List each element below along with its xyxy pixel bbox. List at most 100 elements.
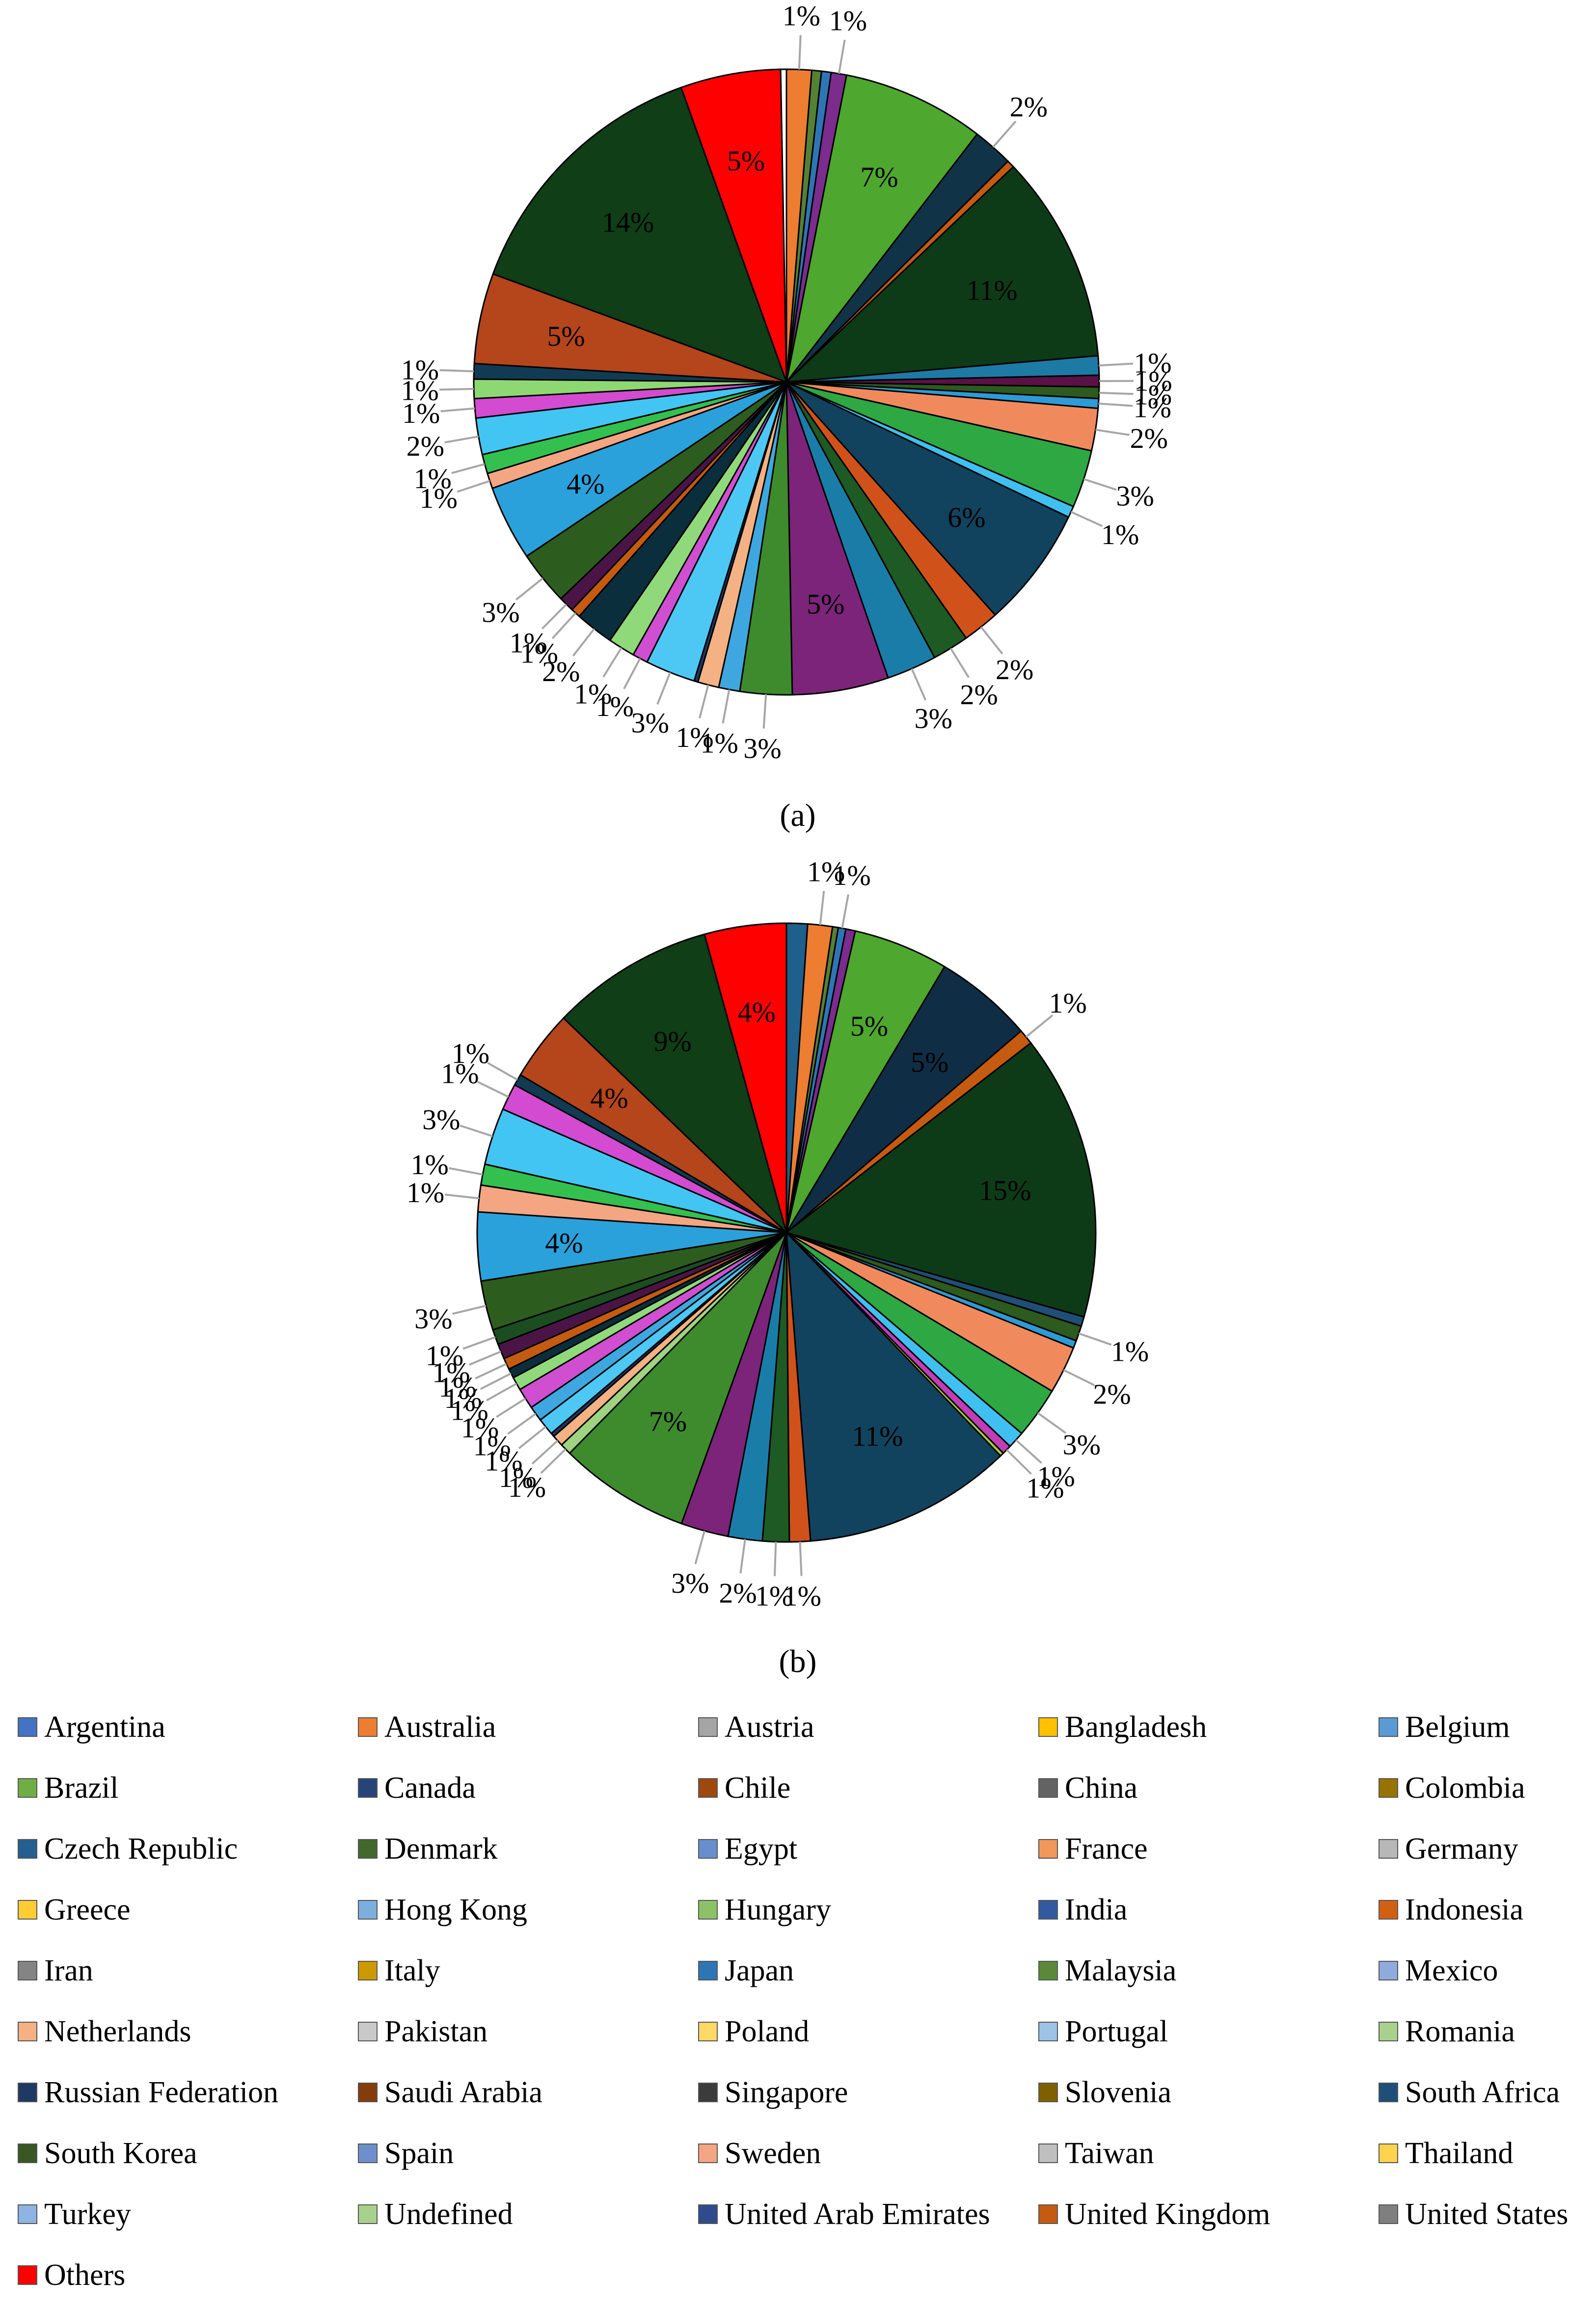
pie-a-slice-39 (492, 86, 788, 384)
pie-a-leader-16 (980, 626, 1003, 655)
legend-label: Brazil (44, 1771, 119, 1805)
legend-label: Austria (725, 1710, 814, 1744)
pie-a-slice-38 (473, 273, 787, 383)
pie-b-label-40: 1% (452, 1038, 489, 1070)
pie-b-slice-22 (568, 1232, 787, 1525)
pie-a-leader-32 (457, 480, 490, 493)
pie-b-label-37: 1% (410, 1149, 448, 1181)
legend-swatch (18, 2265, 37, 2285)
pie-a-slice-7 (784, 165, 1099, 383)
pie-a-label-36: 1% (401, 374, 439, 406)
legend-label: Singapore (725, 2076, 848, 2109)
legend-item: Romania (1379, 2001, 1596, 2062)
legend-item: Mexico (1379, 1940, 1596, 2001)
pie-b-leader-31 (475, 1363, 507, 1379)
legend-label: Egypt (725, 1832, 798, 1866)
legend-item: Czech Republic (18, 1818, 358, 1879)
legend-item: Canada (358, 1758, 698, 1818)
pie-b-label-43: 4% (738, 996, 776, 1028)
pie-a-slice-40 (680, 68, 787, 383)
pie-b-label-34: 3% (414, 1303, 452, 1335)
pie-a-label-30: 3% (482, 596, 519, 628)
legend-item: South Africa (1379, 2062, 1596, 2123)
legend-item: Others (18, 2245, 358, 2306)
legend-swatch (1379, 2204, 1398, 2224)
pie-b-slice-17 (785, 1230, 1002, 1542)
pie-b-label-32: 1% (432, 1357, 470, 1389)
legend-item: Thailand (1379, 2123, 1596, 2184)
legend-label: Colombia (1405, 1771, 1525, 1805)
pie-a-label-26: 1% (574, 678, 612, 710)
legend-item: Austria (698, 1697, 1038, 1758)
legend-item: Spain (358, 2123, 698, 2184)
pie-b-label-33: 1% (426, 1340, 463, 1372)
pie-a-label-5: 2% (1010, 91, 1048, 123)
legend-swatch (698, 2022, 718, 2041)
pie-b-label-30: 1% (444, 1382, 482, 1414)
pie-a-leader-18 (911, 668, 927, 701)
pie-a-slice-41 (780, 68, 787, 383)
legend-item: India (1038, 1879, 1379, 1940)
pie-a-slice-15 (785, 381, 1070, 616)
pie-a-leader-10 (1099, 391, 1134, 395)
pie-a-label-0: 1% (783, 0, 820, 32)
legend-label: Canada (384, 1771, 476, 1805)
legend-swatch (1038, 2204, 1058, 2224)
legend-swatch (1379, 2143, 1398, 2163)
pie-b-label-35: 4% (545, 1227, 583, 1259)
legend-label: Hungary (725, 1893, 831, 1926)
pie-a-leader-11 (1098, 402, 1133, 407)
legend-swatch (698, 1839, 718, 1859)
pie-b-leader-1 (819, 890, 825, 925)
legend-swatch (698, 2083, 718, 2102)
pie-a-label-32: 1% (420, 482, 458, 514)
legend-label: Czech Republic (44, 1832, 238, 1866)
pie-a-leader-29 (541, 604, 568, 630)
pie-b-label-41: 4% (590, 1082, 628, 1114)
pie-a-slice-4 (785, 74, 978, 383)
pie-a-label-35: 1% (402, 397, 440, 429)
pie-b-label-42: 9% (653, 1025, 691, 1057)
legend-item: Egypt (698, 1818, 1038, 1879)
legend-swatch (358, 1778, 378, 1798)
pie-a-leader-21 (722, 689, 730, 724)
legend-label: South Korea (44, 2137, 197, 2170)
pie-b-leader-15 (1006, 1449, 1032, 1475)
pie-b-label-13: 3% (1063, 1429, 1101, 1460)
legend-swatch (18, 2083, 37, 2102)
pie-b-label-18: 1% (784, 1580, 821, 1612)
pie-a-leader-30 (515, 577, 544, 601)
pie-a-slice-19 (785, 382, 889, 696)
legend-item: Greece (18, 1879, 358, 1940)
pie-b-label-5: 5% (850, 1010, 888, 1042)
pie-charts-figure: 1% 1%7%2%11%1%1%1%1%2%3%1%6%2%2%3%5%3%1%1… (401, 0, 1172, 1679)
pie-a-label-7: 11% (966, 274, 1017, 306)
legend-label: Belgium (1405, 1710, 1510, 1744)
legend-label: Argentina (44, 1710, 165, 1744)
pie-a-leader-5 (992, 120, 1017, 148)
pie-b-slice-42 (562, 933, 788, 1235)
pie-b-label-23: 1% (508, 1471, 546, 1503)
legend-item: China (1038, 1758, 1379, 1818)
legend-item: Brazil (18, 1758, 358, 1818)
legend-label: Greece (44, 1893, 131, 1926)
legend-swatch (18, 1900, 37, 1920)
pie-b-label-1: 1% (807, 855, 845, 887)
legend-item: Poland (698, 2001, 1038, 2062)
pie-a-label-37: 1% (401, 354, 439, 385)
pie-a-label-28: 1% (520, 637, 558, 669)
legend-swatch (358, 2083, 378, 2102)
legend-swatch (18, 2143, 37, 2163)
legend-label: Chile (725, 1771, 791, 1805)
pie-a-leader-20 (762, 694, 767, 729)
legend-swatch (1038, 1778, 1058, 1798)
pie-a-label-17: 2% (960, 679, 998, 711)
pie-a-leader-0 (798, 35, 802, 70)
pie-b-leader-10 (1078, 1332, 1112, 1346)
pie-b-label-29: 1% (451, 1394, 488, 1426)
pie-a-label-31: 4% (567, 468, 604, 500)
legend-item: Italy (358, 1940, 698, 2001)
panel-label-a: (a) (780, 797, 815, 833)
pie-b-label-3: 1% (833, 859, 871, 891)
pie-a-leader-25 (623, 658, 641, 689)
